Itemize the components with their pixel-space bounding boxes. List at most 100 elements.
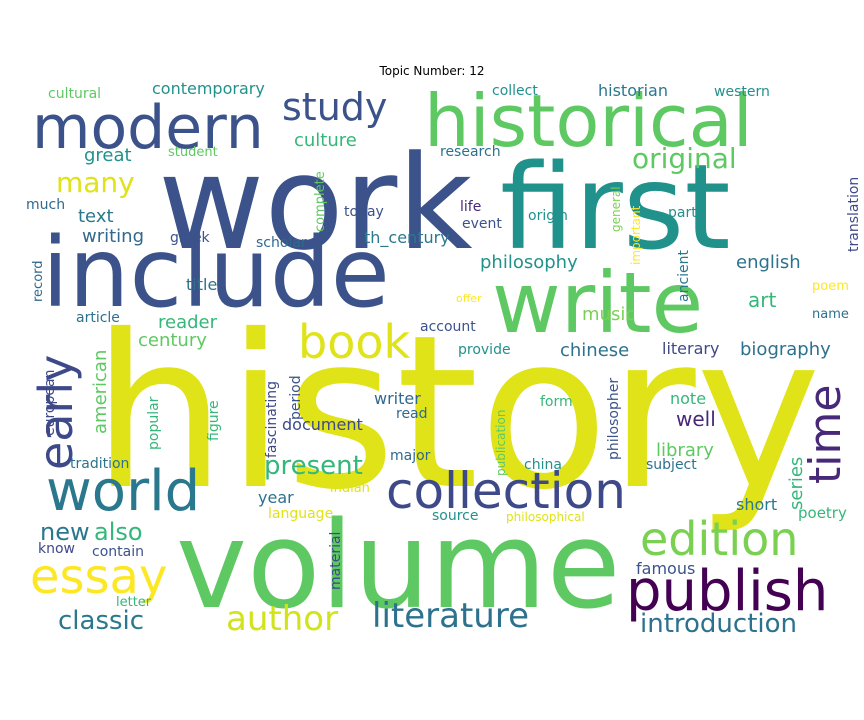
word-read: read: [396, 406, 428, 422]
word-provide: provide: [458, 342, 511, 358]
word-culture: culture: [294, 130, 357, 151]
word-time: time: [800, 385, 851, 484]
word-scholar: scholar: [256, 235, 307, 251]
word-period: period: [288, 375, 304, 420]
word-biography: biography: [740, 339, 831, 360]
word-world: world: [46, 459, 200, 524]
word-origin: origin: [528, 208, 568, 224]
word-poetry: poetry: [798, 504, 847, 522]
word-account: account: [420, 319, 476, 335]
word-th-century: th_century: [364, 228, 450, 248]
word-student: student: [168, 145, 218, 160]
word-early: early: [29, 355, 83, 470]
word-document: document: [282, 415, 363, 434]
word-european: european: [42, 370, 58, 436]
word-much: much: [26, 197, 65, 213]
word-complete: complete: [313, 171, 328, 232]
word-famous: famous: [636, 559, 695, 578]
word-offer: offer: [456, 292, 482, 305]
word-subject: subject: [646, 457, 697, 473]
word-philosopher: philosopher: [606, 378, 622, 460]
word-art: art: [748, 288, 776, 312]
word-edition: edition: [640, 512, 798, 566]
word-collect: collect: [492, 83, 538, 99]
word-write: write: [492, 254, 703, 352]
word-original: original: [632, 142, 737, 175]
word-publish: publish: [626, 559, 828, 624]
word-literature: literature: [372, 596, 529, 636]
word-well: well: [676, 407, 716, 431]
word-great: great: [84, 145, 132, 166]
word-philosophical: philosophical: [506, 510, 585, 524]
word-know: know: [38, 541, 75, 557]
word-book: book: [298, 315, 410, 369]
word-history: history: [92, 289, 821, 536]
word-western: western: [714, 84, 770, 100]
word-major: major: [390, 448, 431, 464]
word-part: part: [668, 205, 697, 221]
word-many: many: [56, 166, 135, 199]
chart-title: Topic Number: 12: [379, 64, 485, 78]
word-series: series: [786, 457, 807, 510]
word-music: music: [582, 304, 635, 325]
word-ancient: ancient: [676, 249, 692, 302]
word-today: today: [344, 204, 384, 220]
word-essay: essay: [30, 549, 167, 605]
word-important: important: [629, 205, 643, 265]
word-short: short: [736, 495, 777, 514]
word-century: century: [138, 330, 207, 351]
word-fascinating: fascinating: [264, 381, 280, 458]
word-study: study: [282, 85, 387, 129]
word-year: year: [258, 488, 294, 507]
word-historical: historical: [424, 79, 753, 163]
word-language: language: [268, 506, 333, 522]
word-philosophy: philosophy: [480, 252, 578, 273]
word-work: work: [158, 127, 473, 279]
word-research: research: [440, 144, 501, 160]
word-include: include: [42, 217, 390, 329]
word-modern: modern: [32, 93, 264, 163]
word-event: event: [462, 216, 502, 232]
word-first: first: [500, 138, 731, 276]
word-source: source: [432, 508, 479, 524]
word-indian: indian: [330, 481, 370, 496]
word-literary: literary: [662, 339, 719, 358]
word-writing: writing: [82, 226, 144, 247]
word-contain: contain: [92, 544, 144, 560]
word-article: article: [76, 310, 120, 326]
word-poem: poem: [812, 279, 849, 294]
word-present: present: [264, 451, 363, 481]
word-china: china: [524, 457, 562, 473]
word-collection: collection: [386, 462, 626, 520]
word-english: english: [736, 252, 801, 273]
word-figure: figure: [206, 400, 222, 441]
word-note: note: [670, 389, 706, 408]
word-life: life: [460, 199, 481, 215]
word-american: american: [90, 350, 111, 434]
word-introduction: introduction: [640, 609, 797, 639]
word-library: library: [656, 440, 714, 461]
word-greek: greek: [170, 230, 211, 246]
word-material: material: [328, 532, 344, 590]
word-classic: classic: [58, 606, 144, 636]
word-writer: writer: [374, 389, 421, 408]
word-historian: historian: [598, 81, 668, 100]
word-also: also: [94, 518, 143, 546]
word-form: form: [540, 394, 573, 410]
word-cultural: cultural: [48, 86, 101, 102]
word-name: name: [812, 307, 849, 322]
word-tradition: tradition: [70, 456, 129, 472]
word-title: title: [186, 275, 217, 294]
word-author: author: [226, 599, 338, 639]
word-publication: publication: [494, 410, 508, 476]
word-text: text: [78, 206, 114, 227]
word-contemporary: contemporary: [152, 79, 265, 98]
word-reader: reader: [158, 312, 218, 333]
word-popular: popular: [146, 396, 162, 450]
word-record: record: [31, 260, 46, 302]
word-general: general: [609, 186, 623, 232]
word-volume: volume: [176, 497, 621, 636]
word-letter: letter: [116, 595, 152, 610]
word-translation: translation: [846, 177, 862, 252]
